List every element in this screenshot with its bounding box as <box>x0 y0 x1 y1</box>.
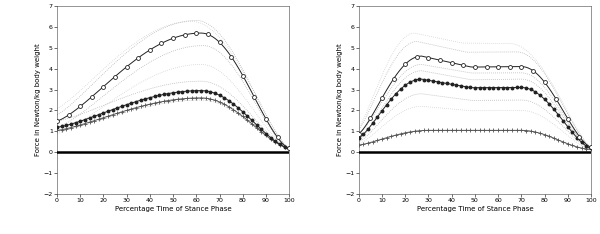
Y-axis label: Force in Newton/kg body weight: Force in Newton/kg body weight <box>337 44 343 156</box>
X-axis label: Percentage Time of Stance Phase: Percentage Time of Stance Phase <box>416 206 533 212</box>
Y-axis label: Force in Newton/kg body weight: Force in Newton/kg body weight <box>35 44 41 156</box>
X-axis label: Percentage Time of Stance Phase: Percentage Time of Stance Phase <box>115 206 232 212</box>
